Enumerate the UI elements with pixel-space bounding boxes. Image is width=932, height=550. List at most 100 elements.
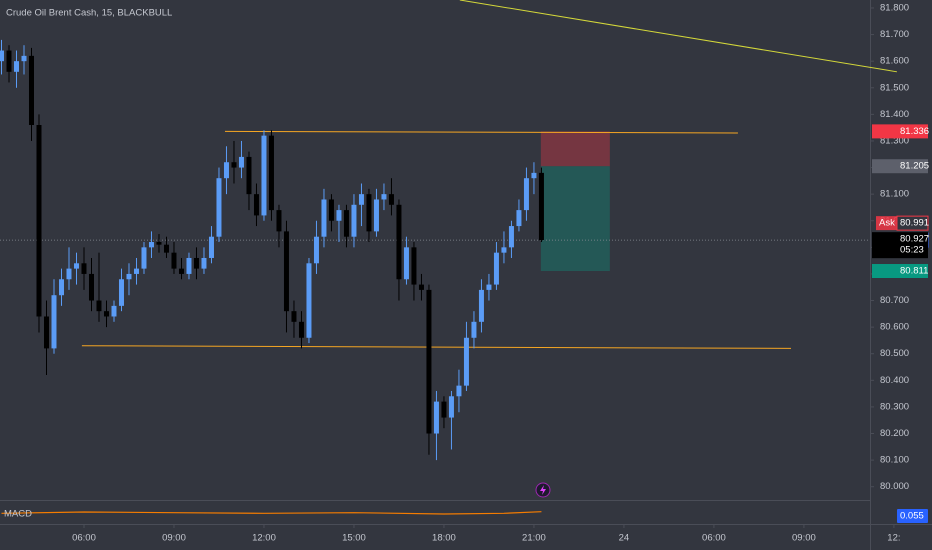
candle-body — [508, 226, 514, 248]
y-tick-label: 80.100 — [880, 455, 909, 466]
x-tick-label: 21:00 — [522, 533, 546, 544]
price-tag-label: 81.205 — [900, 161, 929, 172]
price-tag-label: 80.991 — [900, 218, 929, 229]
candle-body — [216, 178, 222, 237]
candle-body — [13, 61, 19, 72]
candle-body — [193, 257, 199, 269]
candle-body — [238, 156, 244, 168]
candle-body — [28, 55, 34, 126]
candle-body — [486, 284, 492, 290]
countdown-label: 05:23 — [900, 245, 924, 256]
candle-body — [58, 279, 64, 296]
x-tick-label: 12:00 — [252, 533, 276, 544]
candle-body — [88, 273, 94, 301]
candle-body — [306, 263, 312, 338]
candle-body — [426, 289, 432, 434]
price-tag-name-box — [876, 216, 897, 231]
indicator-name: MACD — [4, 509, 32, 520]
y-tick-label: 80.200 — [880, 428, 909, 439]
candle-body — [21, 55, 27, 62]
x-tick-label: 18:00 — [432, 533, 456, 544]
price-tag — [872, 159, 928, 174]
y-tick-label: 81.400 — [880, 109, 909, 120]
candle-body — [471, 321, 477, 338]
candle-body — [178, 268, 184, 274]
candle-body — [321, 199, 327, 237]
candle-body — [448, 396, 454, 418]
candle-body — [358, 194, 364, 205]
candle-body — [223, 162, 229, 179]
candle-body — [418, 284, 424, 290]
y-tick-label: 80.600 — [880, 322, 909, 333]
x-tick-label: 06:00 — [72, 533, 96, 544]
price-tag-name: Ask — [879, 218, 895, 229]
x-tick-label: 15:00 — [342, 533, 366, 544]
y-tick-label: 81.500 — [880, 82, 909, 93]
candle-body — [126, 273, 132, 280]
candle-body — [208, 236, 214, 258]
candle-body — [531, 172, 537, 179]
candle-body — [313, 236, 319, 264]
candle-body — [501, 247, 507, 253]
candle-body — [478, 289, 484, 322]
candle-body — [396, 204, 402, 280]
candle-body — [171, 252, 177, 269]
x-tick-label: 09:00 — [162, 533, 186, 544]
price-tag-label: 81.336 — [900, 126, 929, 137]
indicator-line — [1, 511, 542, 515]
candle-body — [538, 172, 544, 241]
candle-body — [111, 305, 117, 317]
candle-body — [201, 257, 207, 269]
price-tag — [872, 232, 928, 259]
candle-body — [388, 194, 394, 205]
y-tick-label: 81.600 — [880, 56, 909, 67]
x-tick-label: 12: — [887, 533, 900, 544]
y-tick-label: 80.000 — [880, 481, 909, 492]
candle-body — [328, 199, 334, 221]
candle-body — [336, 210, 342, 221]
x-tick-label: 24 — [619, 533, 630, 544]
y-tick-label: 80.300 — [880, 401, 909, 412]
trend-line — [224, 130, 738, 134]
candle-body — [373, 199, 379, 232]
candle-body — [366, 194, 372, 232]
candle-body — [141, 247, 147, 269]
candle-body — [463, 337, 469, 386]
event-icon-bolt — [540, 485, 546, 495]
candle-body — [163, 244, 169, 253]
candle-body — [186, 257, 192, 274]
candle-body — [96, 300, 102, 312]
price-tag-label: 80.811 — [900, 266, 928, 277]
price-tag — [896, 215, 929, 231]
chart-title: Crude Oil Brent Cash, 15, BLACKBULL — [6, 8, 172, 19]
candle-body — [261, 135, 267, 216]
candle-body — [433, 401, 439, 434]
y-tick-label: 81.300 — [880, 135, 909, 146]
price-tag-label: 80.927 — [900, 234, 929, 245]
candle-body — [81, 263, 87, 274]
position-stop-zone — [540, 131, 610, 167]
indicator-tag — [897, 509, 928, 523]
candle-body — [156, 242, 162, 245]
candle-body — [411, 247, 417, 285]
candle-body — [148, 242, 154, 248]
y-tick-label: 81.800 — [880, 2, 909, 13]
y-tick-label: 80.500 — [880, 348, 909, 359]
candle-body — [66, 268, 72, 280]
candle-body — [36, 125, 42, 317]
candle-body — [103, 311, 109, 317]
price-tag — [872, 264, 928, 279]
candle-body — [456, 385, 462, 397]
candle-body — [441, 401, 447, 418]
candle-body — [381, 194, 387, 200]
candle-body — [133, 268, 139, 274]
candle-body — [51, 295, 57, 349]
candle-body — [493, 252, 499, 285]
x-tick-label: 09:00 — [792, 533, 816, 544]
candle-body — [351, 204, 357, 237]
indicator-tag-label: 0.055 — [900, 511, 924, 522]
candle-body — [118, 279, 124, 306]
